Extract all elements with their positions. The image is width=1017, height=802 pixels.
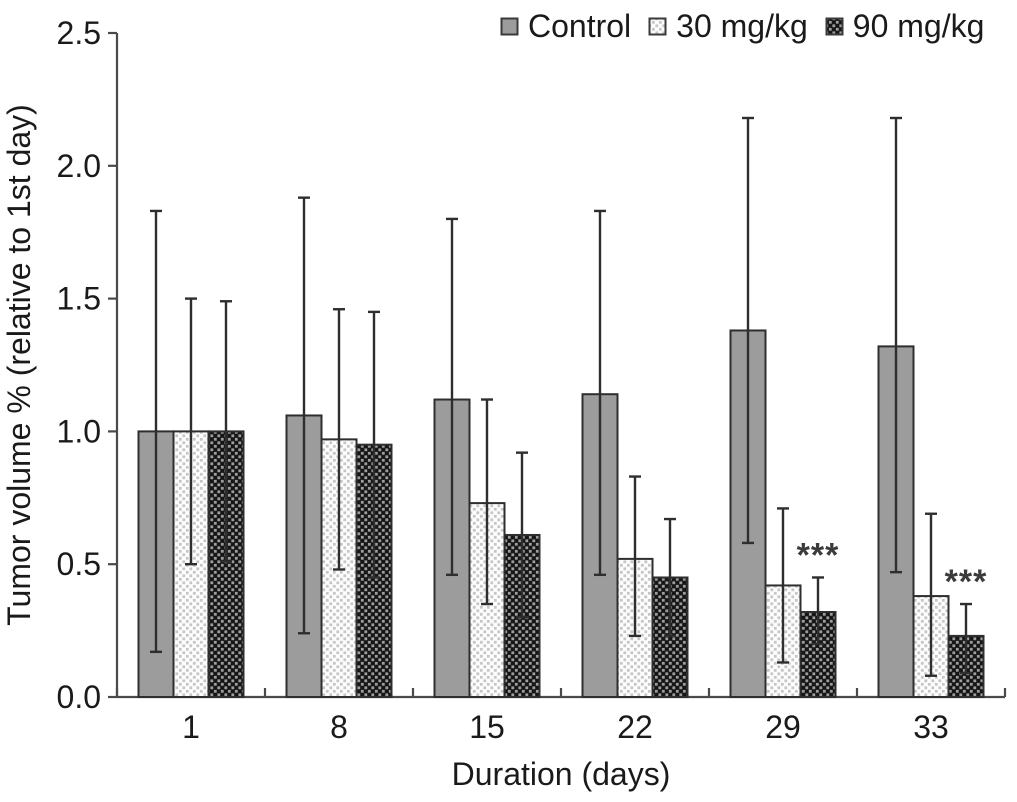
plot-content: 0.0 0.5 1.0 1.5 2.0 2.5 1 8 15 22 29 33 *** *** Durati… [1, 15, 1007, 792]
significance-marker: *** [797, 536, 840, 574]
significance-marker: *** [945, 563, 988, 601]
dose-30-swatch-icon [648, 17, 667, 36]
y-axis-tick-label: 1.5 [57, 281, 101, 317]
legend-label-90mgkg: 90 mg/kg [852, 8, 985, 44]
legend-item-90mgkg: 90 mg/kg [825, 8, 985, 45]
x-axis-category-label: 29 [765, 709, 801, 745]
x-axis-category-label: 15 [469, 709, 505, 745]
chart-legend: Control 30 mg/kg 90 mg/kg [500, 8, 984, 45]
y-axis-tick-label: 0.0 [57, 679, 101, 715]
legend-label-30mgkg: 30 mg/kg [676, 8, 808, 44]
x-axis-title: Duration (days) [452, 756, 671, 792]
y-axis-title: Tumor volume % (relative to 1st day) [1, 104, 37, 626]
y-axis-tick-label: 2.5 [57, 15, 101, 51]
legend-label-control: Control [528, 8, 632, 44]
legend-item-30mgkg: 30 mg/kg [648, 8, 808, 45]
x-axis-category-label: 8 [330, 709, 348, 745]
legend-item-control: Control [500, 8, 631, 45]
y-axis-tick-label: 2.0 [57, 148, 101, 184]
x-axis-category-label: 22 [617, 709, 653, 745]
y-axis-tick-label: 0.5 [57, 546, 101, 582]
control-swatch-icon [500, 17, 519, 36]
y-axis-tick-label: 1.0 [57, 413, 101, 449]
x-axis-category-label: 33 [913, 709, 949, 745]
dose-90-swatch-icon [825, 17, 844, 36]
x-axis-category-label: 1 [182, 709, 200, 745]
